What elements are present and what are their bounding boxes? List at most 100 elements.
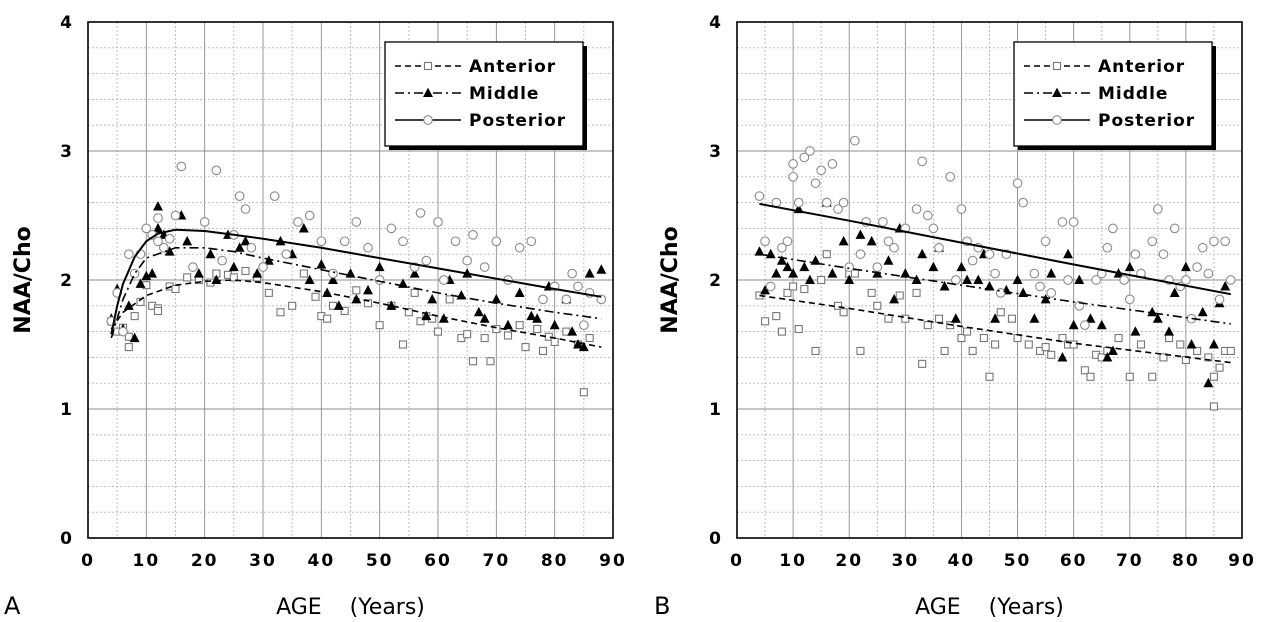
middle-point [917,248,928,259]
y-tick-label: 4 [60,13,74,33]
posterior-point [188,262,198,272]
anterior-point [934,314,944,323]
anterior-point [873,301,882,310]
anterior-point [957,333,966,343]
series-posterior [754,135,1236,331]
anterior-point [822,250,831,259]
fit-line-posterior [759,202,1231,296]
legend-entry: Middle [1024,84,1167,104]
x-tick-label: 90 [1228,551,1256,571]
anterior-point [352,286,361,295]
anterior-point [515,321,524,330]
posterior-point [922,210,933,221]
anterior-point [130,312,139,321]
x-tick-label: 60 [1060,551,1088,571]
posterior-point [1052,115,1062,125]
posterior-point [821,197,832,208]
x-tick-label: 20 [835,551,863,571]
anterior-point [1209,372,1218,381]
posterior-point [1209,236,1219,247]
anterior-point [867,288,876,297]
anterior-point [789,282,798,291]
posterior-point [164,233,175,244]
posterior-point [423,115,433,125]
y-tick-label: 2 [709,271,723,291]
middle-point [928,261,939,272]
anterior-point [480,333,489,343]
posterior-point [217,255,228,266]
posterior-point [1035,281,1045,292]
panel-label: A [4,592,21,620]
anterior-point [533,324,542,334]
series-middle [106,201,607,352]
anterior-point [839,308,848,317]
legend-box [1013,41,1213,147]
middle-point [1085,313,1096,323]
posterior-point [293,217,303,227]
posterior-point [793,197,804,208]
anterior-point [918,359,927,368]
anterior-point [550,337,559,346]
legend-entry: Posterior [395,111,566,131]
legend-label: Posterior [469,111,566,131]
posterior-point [153,236,163,247]
anterior-point [171,284,180,294]
middle-point [973,274,984,285]
middle-point [962,274,973,285]
middle-point [1040,293,1051,304]
posterior-point [398,236,408,247]
posterior-point [1063,275,1073,285]
posterior-point [170,210,181,221]
anterior-point [979,333,988,343]
fit-line-middle [759,253,1231,325]
posterior-point [450,236,461,247]
posterior-point [889,242,899,253]
middle-point [950,313,961,323]
middle-point [549,319,560,330]
x-tick-label: 20 [191,551,219,571]
posterior-point [1102,242,1113,253]
anterior-point [585,333,594,343]
legend-label: Anterior [1098,57,1185,77]
anterior-point [311,292,320,301]
middle-point [1147,306,1158,317]
legend-entry: Anterior [395,57,555,77]
posterior-point [872,262,883,272]
anterior-point [398,340,408,349]
posterior-point [1046,288,1057,298]
posterior-point [1124,294,1135,305]
middle-point [374,261,385,272]
middle-point [479,313,490,323]
posterior-point [833,204,843,214]
posterior-point [1040,236,1051,247]
anterior-point [299,269,308,278]
middle-point [844,274,855,285]
middle-point [567,326,578,336]
series-posterior [106,161,607,337]
posterior-point [468,230,478,240]
posterior-point [578,320,589,331]
x-tick-label: 30 [249,551,277,571]
middle-point [423,87,433,98]
posterior-point [1192,262,1202,272]
x-tick-label: 10 [132,551,160,571]
middle-point [153,223,163,233]
middle-point [1197,306,1208,317]
anterior-point [492,324,501,334]
posterior-point [883,236,894,247]
posterior-point [176,161,187,172]
middle-point [427,293,438,304]
y-tick-label: 3 [709,142,723,162]
anterior-point [1024,340,1033,349]
middle-point [234,242,245,252]
panel-label: B [654,592,670,620]
legend-entry: Posterior [1024,111,1194,131]
middle-point [1074,274,1085,285]
middle-point [776,255,787,265]
anterior-point [521,343,530,352]
middle-point [771,268,782,278]
anterior-point [1052,61,1062,71]
legend-entry: Anterior [1024,57,1185,77]
chart-panel-b: 0 10 20 30 40 50 60 70 80 90 0 1 2 3 4 AGE (Years) NAA/C… [654,13,1256,620]
legend-label: Middle [469,84,539,104]
